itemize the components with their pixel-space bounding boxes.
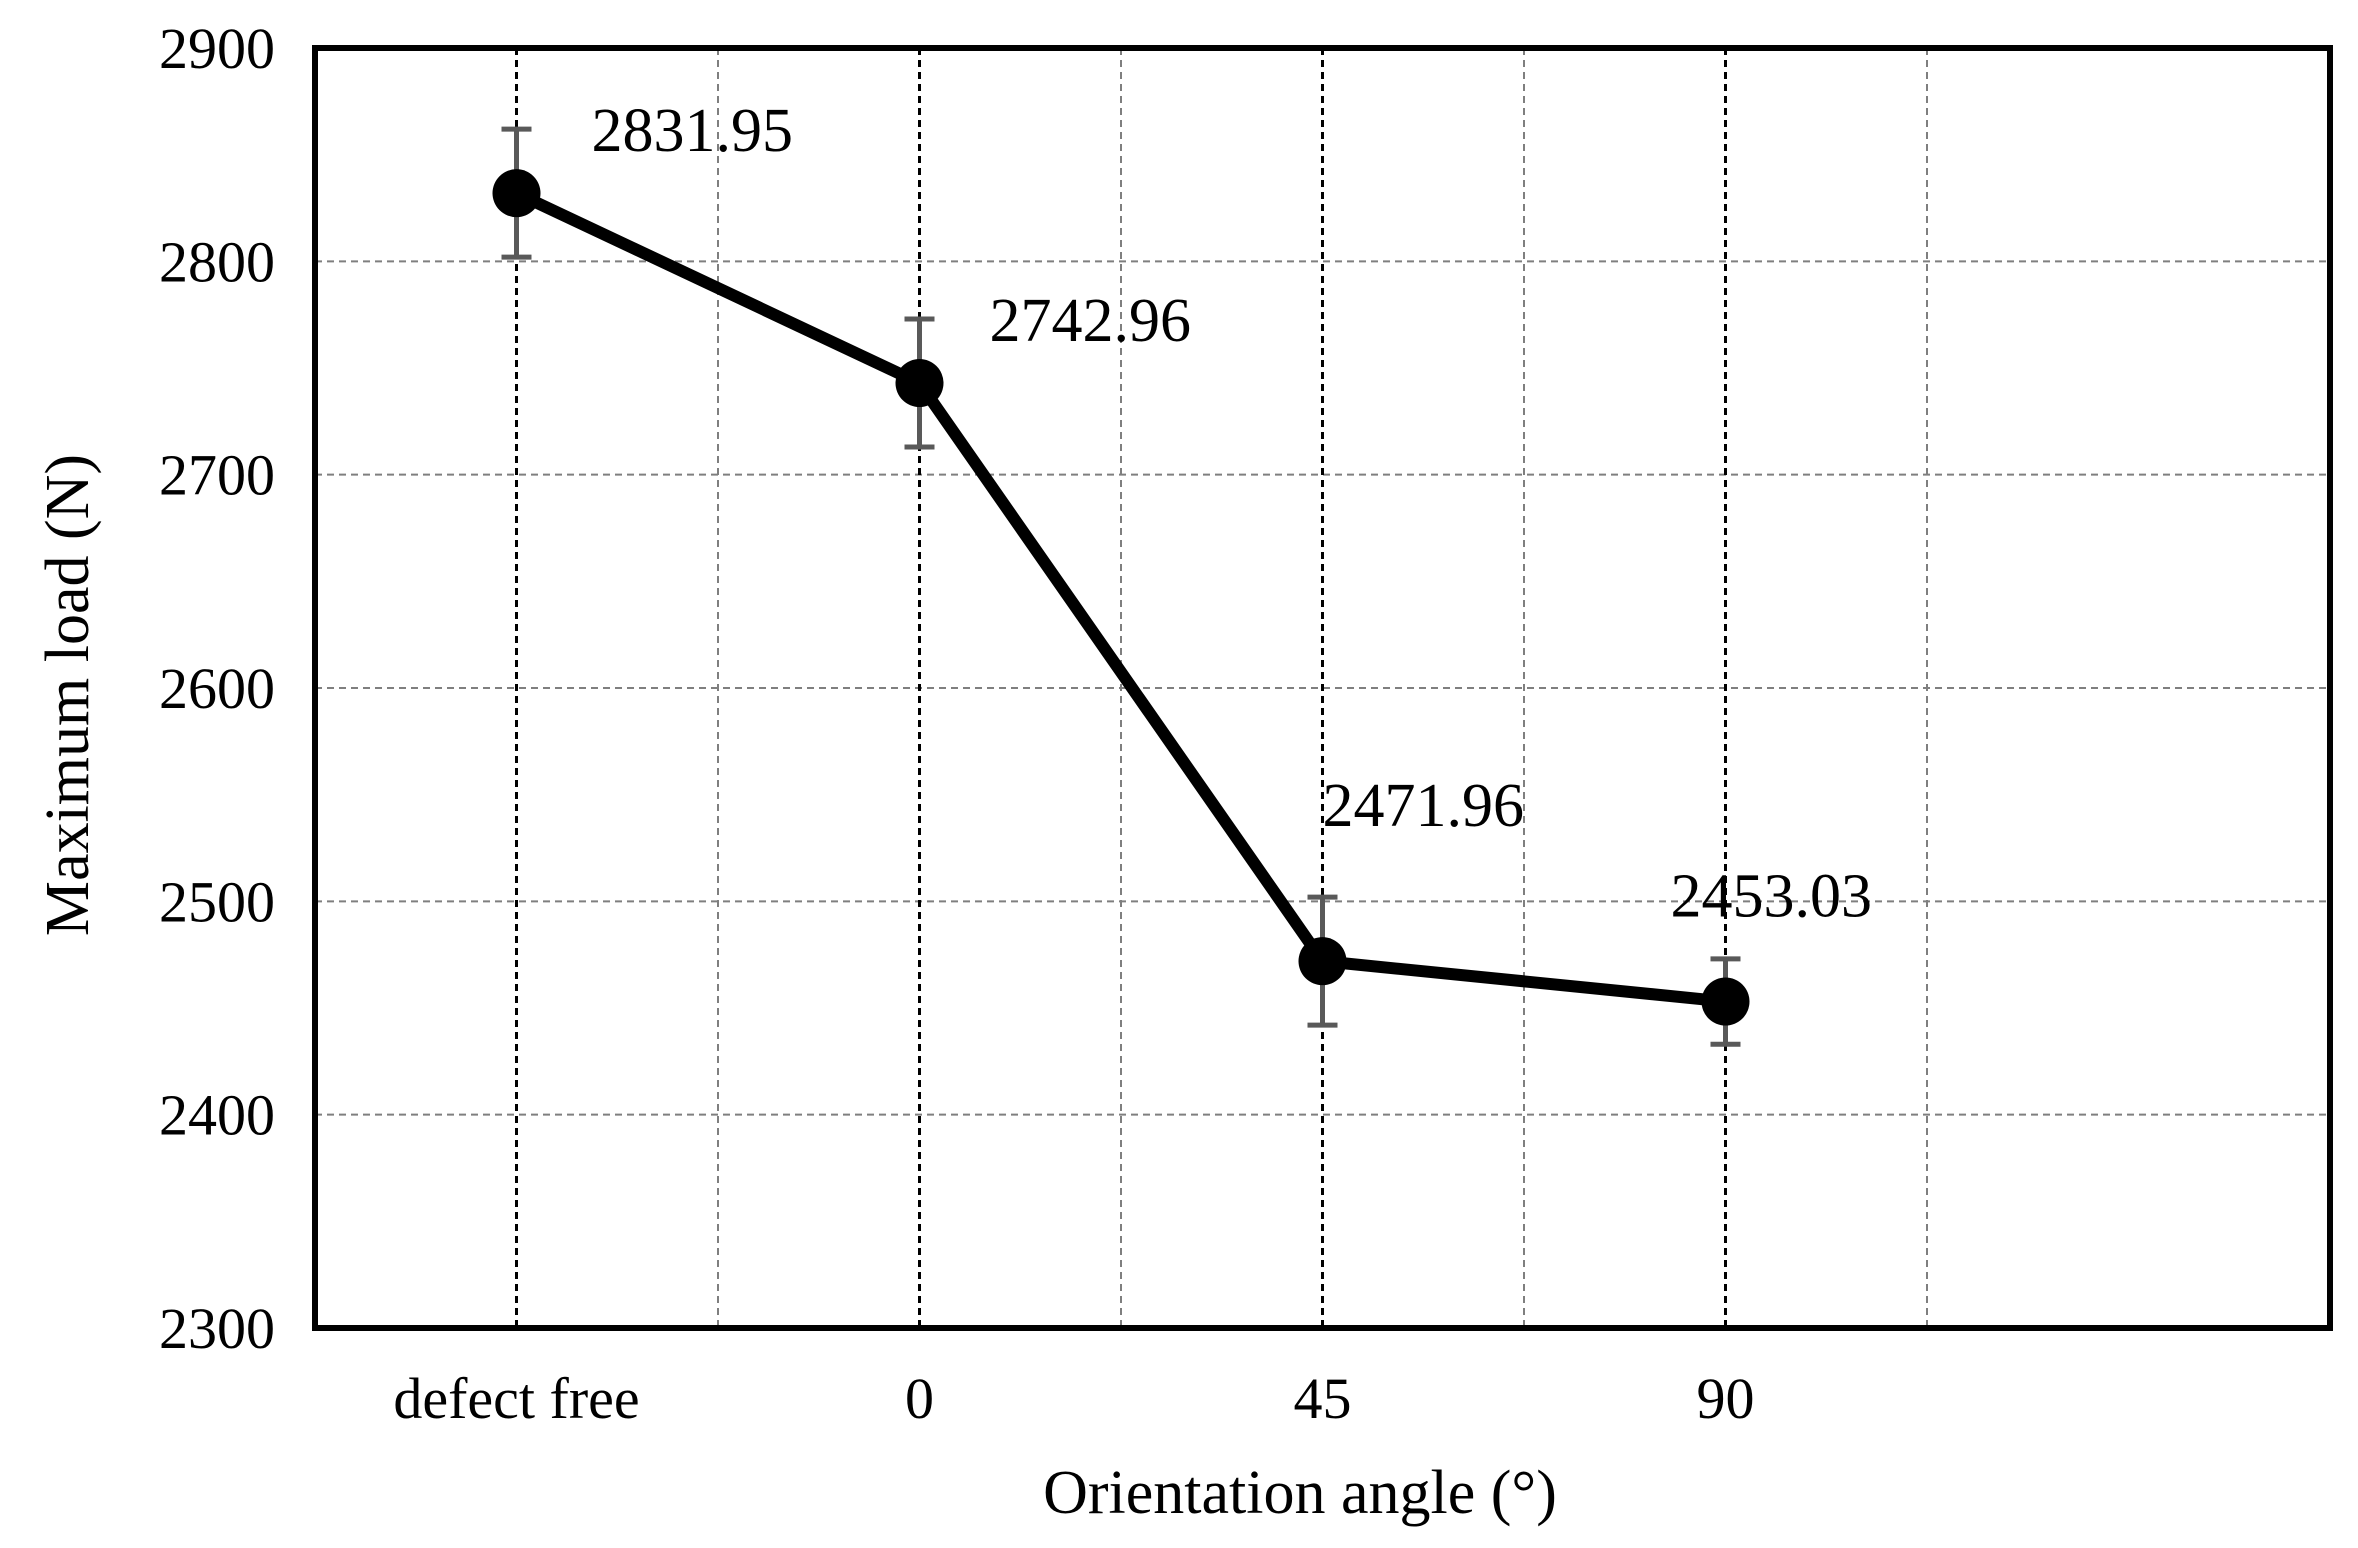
- plot-area-border: [312, 45, 2333, 1331]
- data-label: 2742.96: [990, 287, 1192, 355]
- x-axis-ticks: defect free 0 45 90: [393, 1366, 1754, 1431]
- data-label: 2453.03: [1671, 863, 1873, 931]
- data-point: [492, 169, 541, 218]
- y-tick-label: 2900: [159, 16, 275, 81]
- data-label: 2471.96: [1323, 772, 1525, 840]
- series: [492, 126, 1750, 1047]
- data-point: [1701, 977, 1750, 1026]
- y-tick-label: 2400: [159, 1083, 275, 1148]
- x-axis-title: Orientation angle (°): [1043, 1459, 1557, 1527]
- x-tick-label: 90: [1697, 1366, 1755, 1431]
- y-axis-ticks: 2300 2400 2500 2600 2700 2800 2900: [159, 16, 275, 1361]
- series-line: [513, 187, 1727, 1008]
- y-tick-label: 2700: [159, 443, 275, 508]
- grid: [315, 48, 2330, 1328]
- y-axis-title: Maximum load (N): [34, 454, 102, 936]
- x-tick-label: defect free: [393, 1366, 639, 1431]
- y-tick-label: 2300: [159, 1296, 275, 1361]
- data-point: [895, 359, 944, 408]
- y-tick-label: 2800: [159, 229, 275, 294]
- data-label: 2831.95: [592, 97, 794, 165]
- plot-frame: [312, 45, 2333, 1331]
- y-tick-label: 2500: [159, 869, 275, 934]
- data-labels: 2831.95 2742.96 2471.96 2453.03: [592, 97, 1873, 930]
- x-tick-label: 45: [1294, 1366, 1352, 1431]
- data-point: [1298, 937, 1347, 986]
- x-tick-label: 0: [905, 1366, 934, 1431]
- y-tick-label: 2600: [159, 656, 275, 721]
